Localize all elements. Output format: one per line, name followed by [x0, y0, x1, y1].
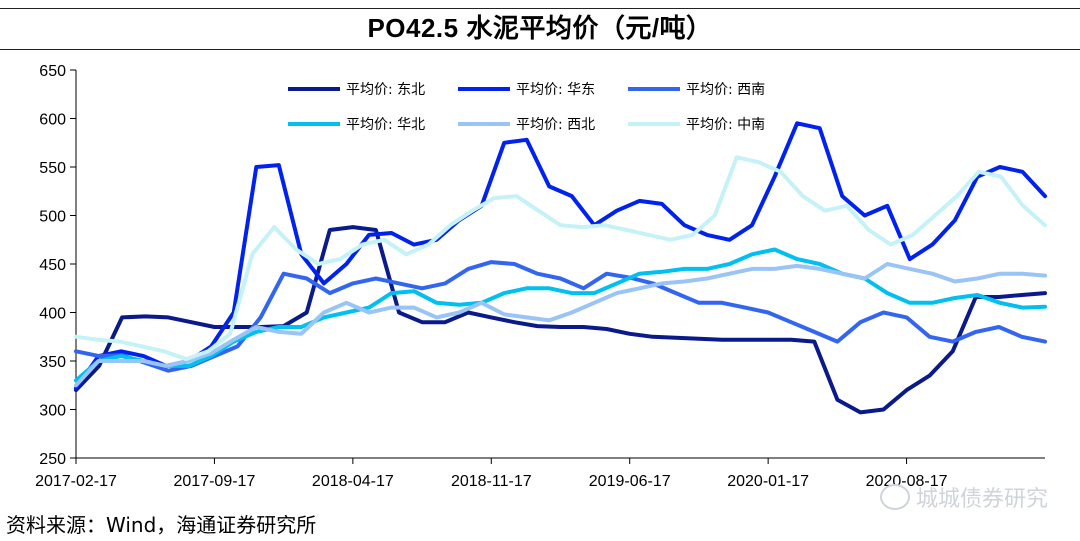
y-tick-label: 400 — [39, 306, 66, 323]
y-tick-label: 600 — [39, 112, 66, 129]
legend-label: 平均价: 华东 — [516, 82, 595, 98]
y-tick-label: 650 — [39, 63, 66, 80]
y-tick-label: 300 — [39, 403, 66, 420]
x-tick-label: 2018-11-17 — [451, 473, 532, 490]
x-tick-label: 2017-02-17 — [35, 473, 117, 490]
series-line-6 — [74, 155, 1047, 362]
watermark: 城城债券研究 — [879, 481, 1048, 513]
series-line-2 — [74, 121, 1047, 391]
legend-label: 平均价: 西南 — [686, 82, 765, 98]
wechat-icon — [879, 484, 910, 510]
legend-label: 平均价: 东北 — [346, 82, 425, 98]
legend-label: 平均价: 中南 — [686, 117, 765, 133]
y-tick-label: 250 — [39, 451, 66, 468]
y-tick-label: 450 — [39, 257, 66, 274]
series-line-5 — [74, 262, 1047, 388]
x-tick-label: 2020-01-17 — [727, 473, 809, 490]
y-tick-label: 350 — [39, 354, 66, 371]
y-tick-label: 500 — [39, 209, 66, 226]
title-bar — [0, 8, 1080, 50]
legend-label: 平均价: 华北 — [346, 117, 425, 133]
x-tick-label: 2017-09-17 — [174, 473, 256, 490]
watermark-text: 城城债券研究 — [915, 487, 1048, 512]
legend-label: 平均价: 西北 — [516, 117, 595, 133]
series-line-4 — [74, 247, 1047, 383]
series-line-1 — [74, 225, 1047, 415]
series-line-3 — [74, 260, 1047, 373]
chart-series — [74, 121, 1047, 415]
x-tick-label: 2019-06-17 — [589, 473, 671, 490]
x-tick-label: 2018-04-17 — [312, 473, 394, 490]
chart-title: PO42.5 水泥平均价（元/吨） — [367, 13, 713, 43]
y-tick-label: 550 — [39, 160, 66, 177]
source-note: 资料来源：Wind，海通证券研究所 — [6, 513, 317, 537]
chart-axes: 250 300 350 400 450 500 550 600 650 2017-02-17 201… — [35, 63, 1045, 490]
